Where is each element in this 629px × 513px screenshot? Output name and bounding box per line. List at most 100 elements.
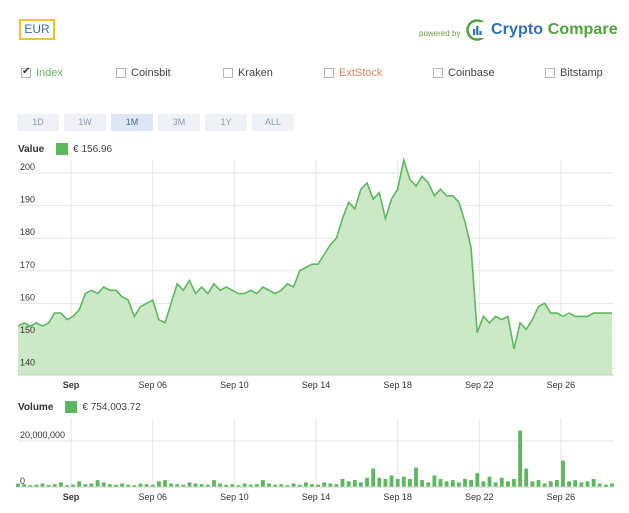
volume-y-tick-label: 0 (20, 476, 25, 486)
exchange-label: ExtStock (339, 67, 383, 79)
volume-bar (457, 482, 461, 487)
volume-x-tick-label: Sep 26 (547, 492, 576, 502)
volume-bar (573, 480, 578, 487)
volume-bar (248, 484, 253, 487)
volume-x-tick-label: Sep 18 (383, 492, 412, 502)
exchange-label: Coinsbit (131, 67, 171, 79)
volume-bar (518, 430, 522, 487)
volume-x-tick-label: Sep 10 (220, 492, 249, 502)
exchange-option-extstock[interactable]: ExtStock (324, 67, 382, 79)
volume-legend-value: € 754,003.72 (82, 401, 141, 413)
powered-by-label: powered by (419, 29, 461, 38)
volume-bar (469, 480, 473, 487)
volume-bar (285, 485, 290, 487)
volume-legend-label: Volume (18, 401, 54, 413)
volume-bar (40, 483, 45, 487)
volume-chart[interactable]: 0 20,000,000 Sep Sep 06 Sep 10 Sep 14 Sep 18 Se… (0, 400, 629, 513)
volume-bar (242, 483, 247, 487)
volume-bar (346, 481, 351, 488)
volume-bar (487, 476, 492, 487)
volume-bar (83, 484, 88, 487)
price-chart[interactable]: 140 150 160 170 180 190 200 Sep Sep 06 Sep 10 Sep … (0, 0, 629, 400)
price-x-tick-label: Sep 18 (383, 380, 412, 390)
volume-x-tick-label: Sep 22 (465, 492, 494, 502)
volume-bar (89, 483, 94, 487)
volume-bar (187, 482, 192, 487)
range-button-1w[interactable]: 1W (64, 114, 106, 131)
volume-bar (28, 485, 33, 487)
volume-bar (236, 485, 241, 487)
volume-bar (224, 484, 229, 487)
volume-bar (463, 479, 467, 487)
volume-bar (365, 477, 369, 487)
volume-bar (438, 479, 443, 487)
exchange-checkbox-bitstamp[interactable] (545, 68, 555, 78)
range-button-1m[interactable]: 1M (111, 114, 153, 131)
volume-bar (218, 483, 222, 487)
price-y-tick-label: 190 (20, 195, 35, 205)
volume-bar (52, 484, 57, 487)
volume-bar (267, 483, 271, 487)
volume-bar (34, 484, 39, 487)
exchange-option-coinsbit[interactable]: Coinsbit (116, 67, 171, 79)
volume-bar (328, 483, 333, 487)
volume-bar (205, 484, 210, 487)
volume-x-tick-label: Sep 14 (302, 492, 331, 502)
volume-x-tick-label: Sep 06 (138, 492, 167, 502)
brand-part-compare: Compare (547, 21, 618, 38)
volume-bar (536, 480, 541, 487)
volume-bar (585, 481, 590, 488)
exchange-checkbox-kraken[interactable] (223, 68, 233, 78)
volume-bar (610, 483, 614, 487)
volume-bar (254, 484, 259, 487)
volume-bar (395, 479, 400, 487)
volume-bar (212, 480, 216, 487)
volume-bar (193, 483, 198, 487)
exchange-checkbox-coinbase[interactable] (433, 68, 443, 78)
volume-bar (95, 480, 100, 487)
volume-bar (401, 476, 406, 487)
volume-bar (591, 479, 596, 487)
range-button-1y[interactable]: 1Y (205, 114, 247, 131)
range-button-all[interactable]: ALL (252, 114, 294, 131)
volume-legend: Volume € 754,003.72 (18, 401, 141, 413)
volume-bar (414, 467, 418, 487)
price-y-tick-label: 140 (20, 357, 35, 367)
volume-bar (444, 481, 449, 488)
price-y-tick-label: 150 (20, 325, 35, 335)
volume-bar (59, 482, 63, 487)
value-legend-swatch (56, 143, 69, 155)
currency-selector[interactable]: EUR (19, 19, 55, 40)
volume-bar (297, 484, 302, 487)
volume-bar (420, 480, 425, 487)
range-button-1d[interactable]: 1D (17, 114, 59, 131)
exchange-option-bitstamp[interactable]: Bitstamp (545, 67, 603, 79)
volume-bar (579, 482, 584, 487)
volume-bar (22, 484, 26, 487)
value-legend-label: Value (18, 143, 45, 155)
volume-bar (450, 480, 455, 487)
cryptocompare-logo[interactable]: Crypto Compare (465, 19, 618, 41)
exchange-option-coinbase[interactable]: Coinbase (433, 67, 494, 79)
price-y-tick-label: 170 (20, 260, 35, 270)
volume-bar (273, 484, 278, 487)
exchange-checkbox-index[interactable] (21, 66, 31, 78)
exchange-label: Index (36, 67, 63, 79)
exchange-checkbox-extstock[interactable] (324, 68, 334, 78)
price-x-tick-label: Sep 10 (220, 380, 249, 390)
volume-bar (132, 485, 137, 487)
volume-bar (126, 484, 131, 487)
volume-y-tick-label: 20,000,000 (20, 430, 65, 440)
price-x-tick-label: Sep (63, 380, 80, 390)
range-button-3m[interactable]: 3M (158, 114, 200, 131)
volume-bar (303, 482, 308, 487)
volume-bar (16, 483, 20, 487)
volume-legend-swatch (65, 401, 78, 413)
exchange-filter-row: Index Coinsbit Kraken ExtStock Coinbase … (0, 66, 629, 83)
price-x-tick-label: Sep 22 (465, 380, 494, 390)
volume-bar (65, 485, 69, 487)
exchange-label: Kraken (238, 67, 273, 79)
exchange-option-kraken[interactable]: Kraken (223, 67, 273, 79)
exchange-checkbox-coinsbit[interactable] (116, 68, 126, 78)
exchange-option-index[interactable]: Index (21, 66, 63, 79)
